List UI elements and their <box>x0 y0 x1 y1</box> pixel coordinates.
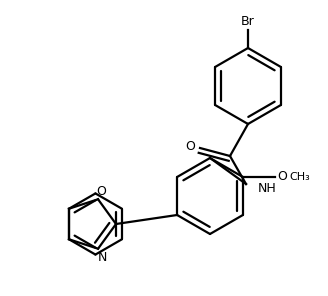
Text: Br: Br <box>241 15 255 28</box>
Text: CH₃: CH₃ <box>289 172 310 182</box>
Text: N: N <box>97 251 107 264</box>
Text: O: O <box>185 139 195 152</box>
Text: O: O <box>96 185 106 198</box>
Text: NH: NH <box>258 181 277 194</box>
Text: O: O <box>277 170 287 184</box>
